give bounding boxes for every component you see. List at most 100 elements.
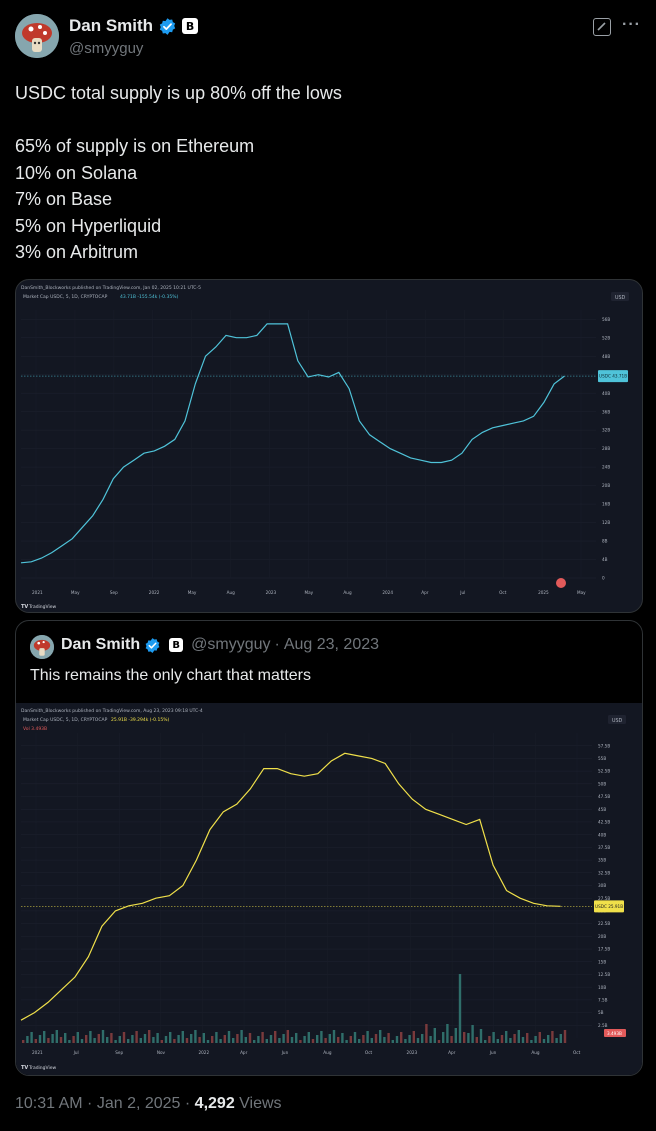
timestamp[interactable]: 10:31 AM · Jan 2, 2025 · [15,1095,195,1112]
volume-bar [198,1037,201,1043]
volume-bar [72,1036,75,1043]
volume-bar [425,1024,428,1043]
volume-bar [295,1033,298,1043]
volume-bar [290,1037,294,1043]
tweet-footer: 10:31 AM · Jan 2, 2025 · 4,292 Views [15,1095,282,1113]
watermark: TradingView [28,604,57,610]
volume-bar [265,1039,268,1043]
volume-bar [488,1036,491,1043]
y-tick-label: 12.5B [598,972,610,977]
currency-label: USD [615,295,626,301]
volume-bar [303,1036,306,1043]
volume-bar [387,1033,390,1043]
x-axis: 2021 May Sep 2022 May Aug 2023 May Aug 2024 Apr Jul… [32,590,586,595]
chart-grid [21,310,596,579]
y-tick-label: 4B [602,557,608,562]
mushroom-avatar-icon [30,635,54,659]
volume-bar [269,1035,273,1043]
x-tick-label: Aug [323,1050,332,1055]
volume-bar [118,1036,121,1043]
y-tick-label: 35B [598,858,606,863]
usdc-supply-chart-2023: DanSmith_Blockworks published on Trading… [20,708,626,1071]
volume-bar [416,1038,420,1043]
volume-bar [89,1031,92,1043]
last-value-label: USDC 43.71B [599,374,627,379]
volume-bar [299,1040,302,1043]
volume-bar [55,1030,58,1043]
last-value-badge [594,900,624,913]
avatar[interactable] [15,14,59,58]
volume-bar [202,1033,205,1043]
volume-bar [496,1039,499,1043]
views-label: Views [234,1095,282,1112]
volume-bar [379,1030,382,1043]
y-tick-label: 0 [602,576,605,581]
volume-bar [177,1035,180,1043]
volume-bar [370,1038,373,1043]
volume-bar [320,1031,323,1043]
last-value-label: USDC 25.91B [595,904,623,909]
volume-bar [429,1036,432,1043]
volume-bar [26,1036,29,1043]
grok-icon[interactable] [593,18,611,36]
volume-bar [479,1029,483,1043]
quoted-tweet[interactable]: Dan Smith B @smyyguy · Aug 23, 2023 This… [15,620,643,1076]
volume-bar [458,974,462,1043]
last-value-badge [598,370,628,383]
volume-bar [286,1030,289,1043]
volume-bar [362,1035,365,1043]
volume-bar [547,1035,550,1043]
volume-bar [131,1035,134,1043]
volume-bar [446,1024,449,1043]
volume-bar [366,1031,369,1043]
volume-bar [526,1033,529,1043]
volume-bar [143,1034,147,1043]
chart-legend-values: 25.91B -39.294k (-0.15%) [111,717,169,723]
volume-bar [227,1031,231,1043]
y-tick-label: 2.5B [598,1023,608,1028]
volume-bar [433,1028,436,1043]
volume-bar [395,1036,399,1043]
y-tick-label: 20B [602,483,610,488]
volume-bar [110,1033,113,1043]
chart-image-1[interactable]: DanSmith_Blockworks published on Trading… [15,279,643,613]
volume-bar [316,1035,319,1043]
author-handle[interactable]: @smyyguy [69,40,144,57]
usdc-supply-chart: DanSmith_Blockworks published on Trading… [20,285,629,610]
y-tick-label: 12B [602,520,610,525]
volume-bar [101,1030,105,1043]
volume-bar [505,1031,508,1043]
quote-handle: @smyyguy [191,636,271,653]
x-tick-label: 2024 [382,590,393,595]
volume-bar [261,1032,264,1043]
x-tick-label: Jul [459,590,465,595]
x-tick-label: May [577,590,586,595]
affiliate-badge-icon[interactable]: B [182,18,199,34]
volume-bar [324,1038,327,1043]
volume-bar [463,1032,466,1043]
y-tick-label: 10B [598,985,606,990]
event-marker-icon[interactable] [556,578,566,588]
volume-bar [383,1037,386,1043]
chart-header: DanSmith_Blockworks published on Trading… [21,285,201,291]
volume-bar [404,1039,407,1043]
volume-bar [206,1040,210,1043]
x-tick-label: 2021 [32,1050,43,1055]
y-tick-label: 37.5B [598,845,610,850]
volume-bar [164,1036,168,1043]
x-tick-label: Jul [73,1050,79,1055]
x-tick-label: Aug [531,1050,540,1055]
y-tick-label: 40B [602,391,610,396]
chart-image-2[interactable]: DanSmith_Blockworks published on Trading… [16,703,642,1075]
volume-bar [454,1028,457,1043]
volume-bar [30,1032,33,1043]
volume-bar [450,1036,453,1043]
x-tick-label: Apr [240,1050,248,1055]
more-options-icon[interactable]: ··· [622,16,641,33]
author-name[interactable]: Dan Smith [69,16,154,35]
quote-text: This remains the only chart that matters [30,667,311,684]
volume-bar [282,1034,285,1043]
x-tick-label: Aug [343,590,352,595]
y-tick-label: 20B [598,934,606,939]
x-tick-label: Oct [365,1050,373,1055]
